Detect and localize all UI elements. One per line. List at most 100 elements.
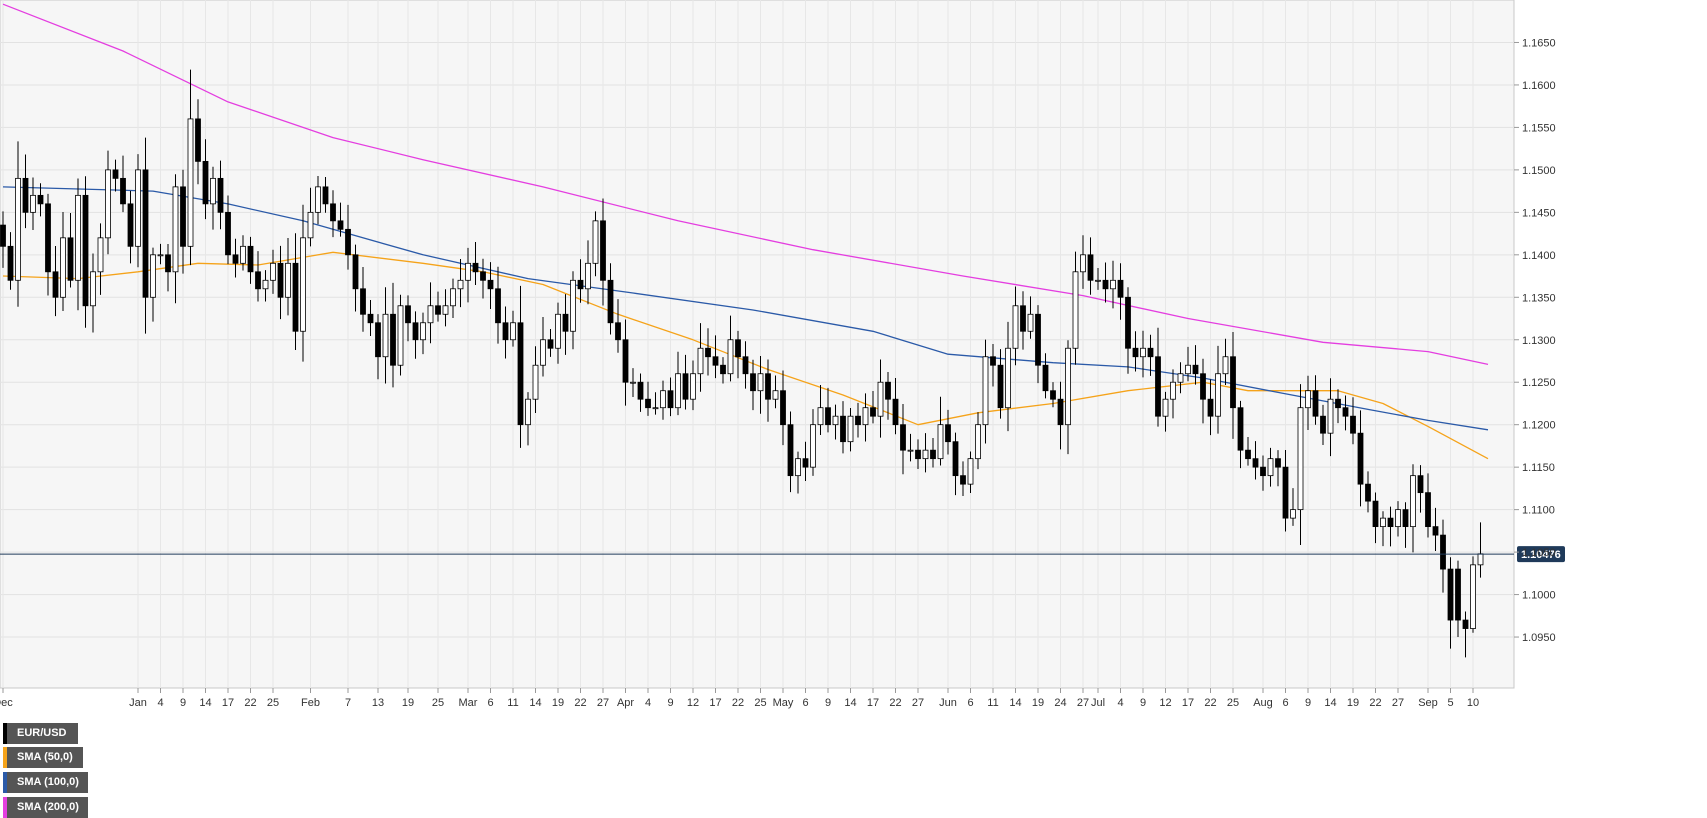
- candle-bearish[interactable]: [277, 262, 284, 298]
- candle-bullish[interactable]: [982, 356, 989, 426]
- candle-bullish[interactable]: [1290, 509, 1296, 519]
- candle-bearish[interactable]: [600, 220, 606, 281]
- candle-bullish[interactable]: [1177, 373, 1184, 383]
- candle-bullish[interactable]: [270, 262, 276, 281]
- candle-bullish[interactable]: [382, 313, 389, 358]
- candle-bearish[interactable]: [247, 245, 254, 273]
- candle-bullish[interactable]: [90, 271, 96, 307]
- candle-bearish[interactable]: [1117, 279, 1124, 298]
- candle-bearish[interactable]: [900, 424, 906, 451]
- candle-bearish[interactable]: [502, 322, 509, 341]
- candle-bearish[interactable]: [990, 356, 996, 366]
- candle-bearish[interactable]: [517, 322, 524, 426]
- candle-bearish[interactable]: [765, 373, 771, 400]
- candle-bearish[interactable]: [1417, 475, 1424, 494]
- candle-bullish[interactable]: [420, 322, 426, 341]
- candle-bearish[interactable]: [1192, 364, 1199, 375]
- candle-bullish[interactable]: [660, 390, 666, 409]
- candle-bearish[interactable]: [405, 305, 411, 324]
- candle-bearish[interactable]: [1357, 432, 1364, 485]
- candle-bearish[interactable]: [7, 245, 14, 281]
- candle-bullish[interactable]: [315, 186, 321, 213]
- candle-bearish[interactable]: [1132, 347, 1139, 358]
- candle-bearish[interactable]: [67, 237, 74, 281]
- candle-bearish[interactable]: [112, 169, 119, 179]
- candle-bearish[interactable]: [345, 228, 351, 256]
- candle-bearish[interactable]: [1035, 313, 1041, 366]
- candle-bullish[interactable]: [810, 424, 816, 468]
- candle-bearish[interactable]: [202, 160, 209, 205]
- candle-bearish[interactable]: [217, 177, 224, 213]
- candle-bullish[interactable]: [1072, 271, 1079, 349]
- candle-bearish[interactable]: [360, 288, 366, 315]
- candle-bearish[interactable]: [840, 415, 846, 443]
- candle-bullish[interactable]: [135, 169, 141, 247]
- candle-bullish[interactable]: [510, 322, 516, 341]
- candle-bearish[interactable]: [255, 271, 261, 290]
- candle-bullish[interactable]: [75, 194, 81, 281]
- candle-bullish[interactable]: [540, 339, 546, 366]
- candle-bullish[interactable]: [262, 279, 269, 290]
- candle-bearish[interactable]: [1372, 500, 1379, 528]
- candle-bearish[interactable]: [1252, 458, 1259, 468]
- candle-bearish[interactable]: [52, 271, 59, 298]
- candle-bullish[interactable]: [442, 305, 449, 315]
- candle-bullish[interactable]: [30, 194, 36, 213]
- candle-bullish[interactable]: [922, 449, 929, 460]
- candle-bearish[interactable]: [1275, 458, 1281, 468]
- candle-bearish[interactable]: [720, 364, 726, 375]
- candle-bearish[interactable]: [472, 262, 479, 273]
- candle-bullish[interactable]: [427, 305, 434, 324]
- candle-bearish[interactable]: [750, 373, 756, 392]
- candle-bullish[interactable]: [832, 415, 839, 426]
- candle-bearish[interactable]: [787, 424, 794, 477]
- candle-bearish[interactable]: [547, 339, 554, 349]
- candle-bullish[interactable]: [1222, 356, 1229, 375]
- candle-bearish[interactable]: [480, 271, 486, 281]
- candle-bearish[interactable]: [1335, 398, 1341, 409]
- candle-bullish[interactable]: [525, 398, 531, 426]
- candle-bearish[interactable]: [1200, 373, 1206, 400]
- legend-sma-200[interactable]: SMA (200,0): [3, 797, 88, 818]
- candle-bearish[interactable]: [22, 177, 29, 213]
- candle-bearish[interactable]: [1447, 568, 1454, 621]
- candle-bearish[interactable]: [780, 390, 786, 426]
- candle-bullish[interactable]: [675, 373, 681, 409]
- candle-bullish[interactable]: [1095, 279, 1101, 282]
- candle-bearish[interactable]: [562, 313, 569, 332]
- candle-bearish[interactable]: [0, 224, 6, 247]
- candle-bullish[interactable]: [532, 364, 539, 400]
- candle-bullish[interactable]: [457, 279, 464, 290]
- candle-bearish[interactable]: [1230, 356, 1236, 409]
- candle-bearish[interactable]: [82, 194, 89, 307]
- candle-bearish[interactable]: [180, 186, 186, 247]
- candle-bullish[interactable]: [1327, 398, 1334, 434]
- candle-bullish[interactable]: [1162, 398, 1169, 417]
- candle-bullish[interactable]: [592, 220, 599, 264]
- candle-bullish[interactable]: [240, 245, 246, 264]
- candle-bearish[interactable]: [735, 339, 741, 358]
- candle-bullish[interactable]: [1380, 517, 1386, 528]
- candle-bullish[interactable]: [877, 381, 884, 417]
- candle-bearish[interactable]: [1462, 619, 1469, 629]
- candle-bearish[interactable]: [1147, 347, 1154, 358]
- candle-bullish[interactable]: [772, 390, 779, 400]
- candle-bearish[interactable]: [1057, 398, 1064, 426]
- candle-bullish[interactable]: [937, 424, 944, 460]
- candle-bullish[interactable]: [1027, 313, 1034, 332]
- candle-bearish[interactable]: [1365, 483, 1371, 502]
- candle-bearish[interactable]: [1260, 466, 1266, 477]
- candle-bearish[interactable]: [1050, 390, 1056, 400]
- candle-bearish[interactable]: [322, 186, 329, 205]
- candle-bullish[interactable]: [1395, 509, 1401, 528]
- legend-sma-50[interactable]: SMA (50,0): [3, 747, 83, 768]
- candle-bullish[interactable]: [1305, 390, 1311, 409]
- candle-bearish[interactable]: [495, 288, 501, 324]
- candle-bearish[interactable]: [232, 254, 239, 264]
- candle-bullish[interactable]: [757, 373, 764, 392]
- chart-canvas[interactable]: 1.10476 1.16501.16001.15501.15001.14501.…: [0, 0, 1707, 712]
- candle-bullish[interactable]: [285, 262, 291, 298]
- candle-bullish[interactable]: [697, 347, 704, 375]
- candle-bearish[interactable]: [607, 279, 614, 324]
- candle-bearish[interactable]: [330, 203, 336, 222]
